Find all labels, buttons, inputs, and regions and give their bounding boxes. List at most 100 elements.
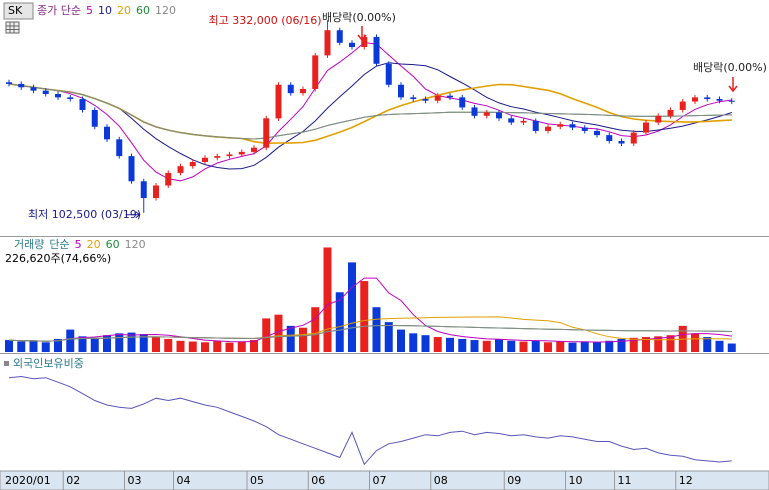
ma-legend: 60	[136, 4, 150, 17]
candle-body	[410, 97, 417, 100]
candle-body	[349, 42, 355, 47]
volume-ma-line	[8, 277, 732, 343]
volume-bar	[421, 335, 430, 352]
volume-bar	[152, 337, 160, 352]
volume-bar	[360, 281, 369, 352]
volume-bar	[397, 329, 405, 352]
volume-bar	[274, 314, 283, 352]
volume-bar	[335, 292, 344, 352]
ma-line	[8, 41, 732, 182]
dividend-arrow	[357, 26, 367, 42]
volume-bar	[531, 340, 540, 352]
ma-legend: 5	[75, 238, 82, 251]
candle-body	[679, 101, 686, 110]
candle-body	[153, 185, 159, 199]
volume-bar	[213, 340, 222, 352]
annotation: 최고 332,000 (06/16)	[208, 14, 321, 27]
candle-body	[79, 99, 86, 110]
candle-body	[202, 157, 208, 162]
volume-bar	[433, 337, 442, 352]
volume-bar	[237, 341, 246, 352]
x-tick-label: 09	[507, 474, 521, 487]
candle-body	[128, 156, 135, 182]
candle-body	[165, 172, 172, 186]
candle-body	[55, 94, 61, 98]
candle-body	[483, 112, 490, 116]
volume-bar	[29, 340, 38, 352]
ticker-box[interactable]	[3, 2, 34, 20]
volume-bar	[580, 341, 589, 352]
candle-body	[581, 127, 588, 131]
volume-bar	[458, 338, 467, 352]
table-icon[interactable]	[5, 21, 20, 34]
x-tick-label: 04	[177, 474, 191, 487]
table-icon-grid	[6, 22, 19, 33]
volume-bar	[323, 247, 332, 352]
volume-bar	[519, 341, 528, 352]
x-tick-label: 07	[373, 474, 387, 487]
candle-body	[275, 84, 282, 119]
candle-body	[104, 126, 110, 140]
candle-body	[42, 90, 49, 94]
volume-bar	[66, 329, 75, 352]
candle-body	[520, 120, 527, 123]
candle-body	[606, 135, 613, 141]
candle-body	[667, 109, 674, 116]
volume-bar	[201, 342, 209, 352]
volume-bar	[544, 342, 552, 352]
candle-body	[263, 118, 270, 148]
x-tick-label: 12	[679, 474, 693, 487]
volume-bar	[262, 318, 271, 352]
candle-body	[716, 99, 723, 101]
volume-bar	[409, 333, 418, 352]
volume-bar	[139, 334, 148, 352]
candle-body	[728, 100, 735, 102]
candle-body	[385, 63, 392, 85]
x-tick-label: 02	[66, 474, 80, 487]
volume-bar	[691, 333, 699, 352]
volume-bar	[188, 341, 197, 352]
ma-legend: 5	[86, 4, 93, 17]
volume-bar	[470, 340, 479, 352]
candle-body	[398, 84, 404, 98]
ma-line	[8, 83, 732, 140]
x-tick-label: 10	[569, 474, 583, 487]
ma-line	[8, 62, 732, 170]
dividend-arrow	[728, 77, 738, 93]
candle-body	[361, 36, 368, 47]
volume-bar	[348, 262, 356, 352]
volume-bar	[507, 340, 516, 352]
candle-body	[630, 132, 637, 144]
candle-body	[238, 151, 245, 155]
x-axis-band	[0, 470, 769, 490]
volume-bar	[311, 307, 320, 352]
x-tick-label: 06	[311, 474, 325, 487]
candle-body	[545, 126, 551, 131]
volume-ma-line	[8, 324, 732, 342]
candle-body	[177, 166, 184, 173]
candle-body	[189, 161, 196, 167]
volume-bar	[286, 325, 295, 352]
foreign-line	[8, 375, 732, 466]
volume-bar	[495, 338, 503, 352]
x-tick-label: 2020/01	[5, 474, 51, 487]
volume-info: 226,620주(74,66%)	[5, 252, 111, 265]
candle-body	[251, 147, 257, 152]
x-tick-label: 05	[250, 474, 264, 487]
ma-label: 단순	[49, 238, 69, 251]
candle-body	[373, 36, 380, 64]
candle-body	[422, 99, 429, 101]
volume-bar	[654, 336, 663, 352]
candle-body	[300, 88, 306, 94]
ma-legend: 20	[117, 4, 131, 17]
volume-bar	[41, 342, 50, 352]
volume-bar	[715, 340, 724, 352]
candle-body	[312, 55, 319, 89]
volume-bar	[617, 338, 626, 352]
volume-bar	[176, 340, 185, 352]
volume-bar	[556, 341, 565, 352]
candle-body	[618, 141, 625, 144]
candle-body	[140, 181, 147, 199]
